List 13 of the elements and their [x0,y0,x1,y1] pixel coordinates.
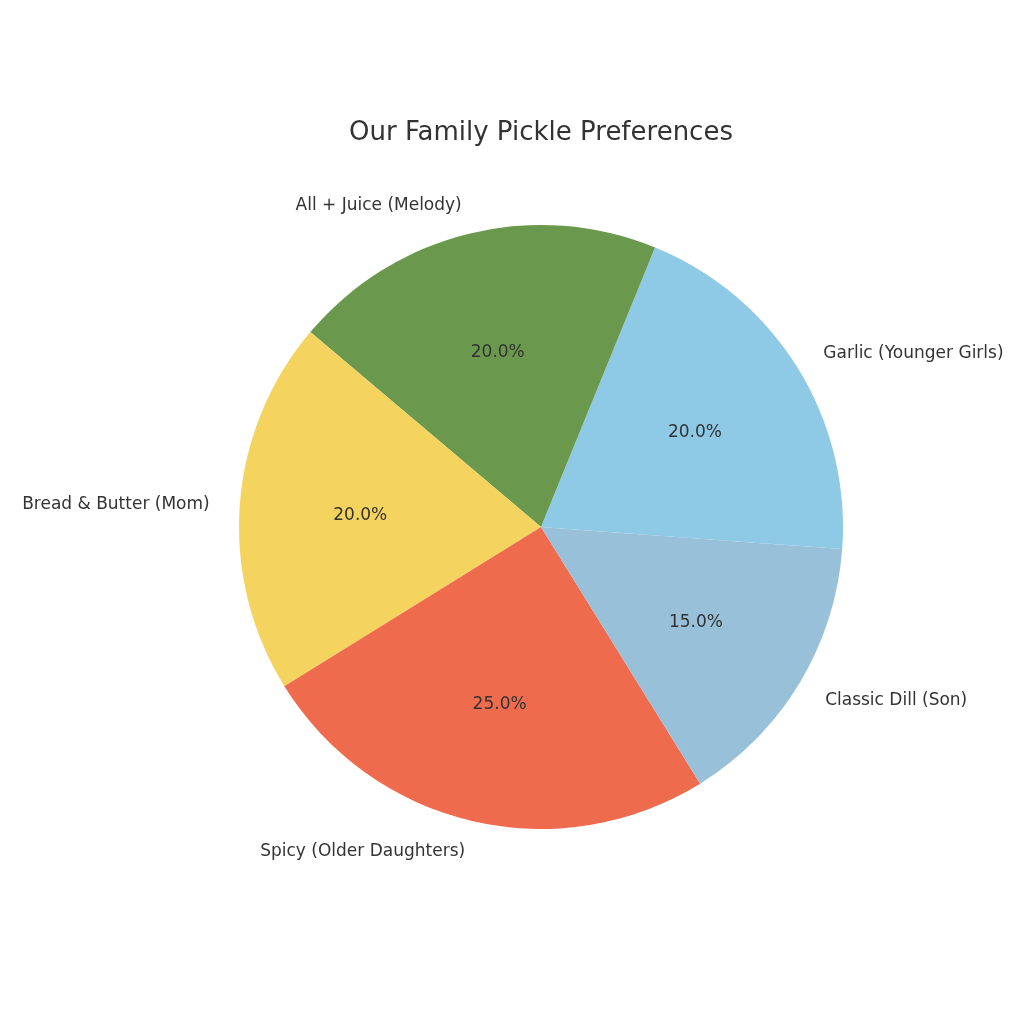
data-label: 15.0% [668,610,723,631]
chart-title: Our Family Pickle Preferences [349,116,733,146]
data-label: 20.0% [667,421,723,442]
data-label: 20.0% [470,340,525,361]
slice-label: Garlic (Younger Girls) [823,341,1004,362]
slice-label: Bread & Butter (Mom) [22,492,210,513]
slice-label: Classic Dill (Son) [825,689,968,710]
pie-slice [310,225,656,527]
pie-slice [239,332,541,687]
slice-label: All + Juice (Melody) [295,194,462,215]
data-label: 25.0% [472,693,527,714]
slice-label: Spicy (Older Daughters) [260,840,466,861]
data-label: 20.0% [333,503,388,524]
